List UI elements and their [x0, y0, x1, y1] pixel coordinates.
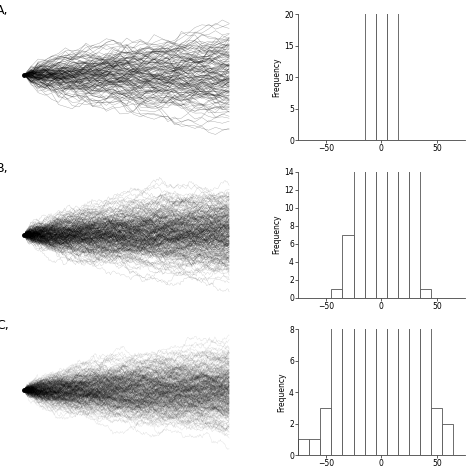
- Bar: [354, 0, 365, 455]
- Bar: [365, 0, 376, 455]
- Bar: [320, 408, 331, 455]
- Bar: [376, 0, 387, 140]
- Bar: [420, 250, 431, 455]
- Bar: [365, 0, 376, 298]
- Bar: [398, 0, 409, 455]
- Bar: [398, 0, 409, 298]
- Bar: [376, 0, 387, 455]
- Bar: [387, 0, 398, 140]
- Text: A,: A,: [0, 4, 9, 17]
- Y-axis label: Frequency: Frequency: [273, 215, 282, 255]
- Bar: [331, 289, 343, 298]
- Bar: [365, 0, 376, 140]
- Bar: [431, 408, 442, 455]
- Y-axis label: Frequency: Frequency: [273, 57, 282, 97]
- Bar: [376, 0, 387, 298]
- Bar: [331, 298, 343, 455]
- Bar: [409, 172, 420, 455]
- Bar: [343, 109, 354, 455]
- Text: B,: B,: [0, 162, 9, 174]
- Bar: [409, 163, 420, 298]
- Bar: [420, 289, 431, 298]
- Bar: [354, 0, 365, 298]
- Bar: [298, 439, 309, 455]
- Text: C,: C,: [0, 319, 9, 332]
- Bar: [309, 439, 320, 455]
- Y-axis label: Frequency: Frequency: [277, 372, 286, 412]
- Bar: [387, 0, 398, 455]
- Bar: [343, 235, 354, 298]
- Bar: [442, 424, 454, 455]
- Bar: [387, 0, 398, 298]
